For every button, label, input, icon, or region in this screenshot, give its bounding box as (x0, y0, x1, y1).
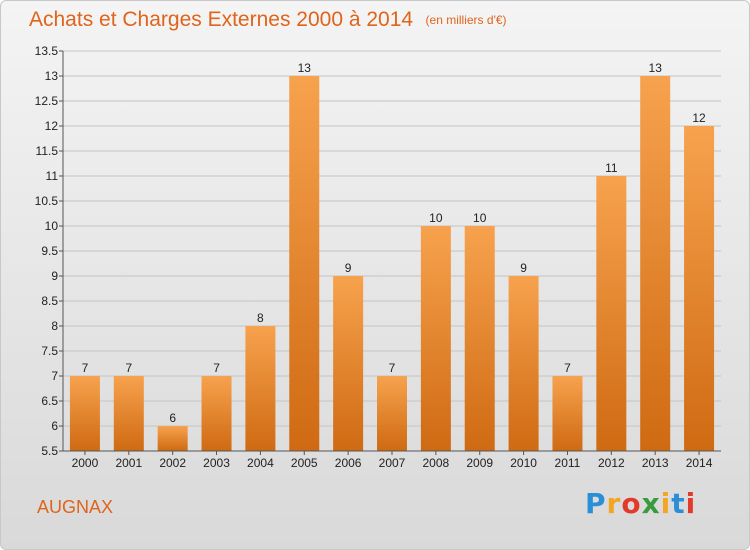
chart-title-text: Achats et Charges Externes 2000 à 2014 (29, 8, 414, 31)
y-tick-label: 7 (51, 369, 58, 383)
value-label-2011: 7 (564, 361, 571, 375)
x-tick-label-2001: 2001 (115, 456, 142, 470)
x-tick-label-2008: 2008 (423, 456, 450, 470)
x-tick-label-2012: 2012 (598, 456, 625, 470)
x-tick-label-2003: 2003 (203, 456, 230, 470)
value-label-2005: 13 (298, 61, 312, 75)
axes (59, 50, 721, 455)
bar-2006 (333, 276, 364, 451)
logo-letter: x (641, 487, 661, 520)
value-label-2004: 8 (257, 311, 264, 325)
logo-letter: i (685, 487, 697, 520)
bar-2007 (377, 376, 407, 451)
value-label-2007: 7 (389, 361, 396, 375)
value-label-2010: 9 (520, 261, 527, 275)
y-tick-label: 10.5 (35, 194, 59, 208)
logo-letter: P (585, 487, 607, 520)
bar-2000 (69, 376, 100, 451)
y-tick-label: 9 (51, 269, 58, 283)
bar-2010 (508, 276, 539, 451)
x-tick-label-2010: 2010 (510, 456, 537, 470)
value-label-2014: 12 (692, 111, 706, 125)
bar-2014 (684, 126, 715, 451)
y-tick-label: 9.5 (41, 244, 58, 258)
value-label-2003: 7 (213, 361, 220, 375)
bar-2003 (201, 376, 232, 451)
y-tick-label: 6 (51, 419, 58, 433)
y-tick-label: 11 (46, 169, 59, 183)
y-tick-label: 7.5 (41, 344, 58, 358)
proxiti-logo: Proxiti (585, 487, 696, 520)
bar-2002 (157, 426, 188, 451)
bar-2011 (552, 376, 583, 451)
bar-2012 (596, 176, 627, 451)
x-tick-label-2014: 2014 (686, 456, 713, 470)
x-tick-label-2000: 2000 (72, 456, 99, 470)
value-label-2008: 10 (429, 211, 443, 225)
x-tick-label-2005: 2005 (291, 456, 318, 470)
bar-2013 (640, 76, 671, 451)
value-label-2001: 7 (125, 361, 132, 375)
logo-letter: t (671, 487, 686, 520)
y-tick-label: 12.5 (35, 94, 59, 108)
commune-name: AUGNAX (37, 497, 114, 517)
x-tick-label-2002: 2002 (159, 456, 186, 470)
y-tick-label: 11.5 (36, 144, 59, 158)
value-label-2012: 11 (605, 161, 618, 175)
y-tick-label: 13 (45, 69, 59, 83)
bar-2005 (289, 76, 320, 451)
bar-2001 (113, 376, 144, 451)
logo-letter: r (606, 487, 622, 520)
bar-2004 (245, 326, 276, 451)
value-label-2013: 13 (649, 61, 663, 75)
value-label-2009: 10 (473, 211, 487, 225)
logo-letter: i (660, 487, 672, 520)
y-tick-label: 10 (45, 219, 59, 233)
chart-unit-label: (en milliers d'€) (425, 13, 507, 27)
y-tick-label: 8.5 (41, 294, 58, 308)
labels: 5.5 6 6.5 7 7.5 8 8.5 9 9.5 10 10.5 11 11.5 12 12.5 13 1… (35, 44, 713, 470)
value-label-2006: 9 (345, 261, 352, 275)
x-tick-label-2013: 2013 (642, 456, 669, 470)
y-tick-label: 13.5 (35, 44, 59, 58)
chart-title: Achats et Charges Externes 2000 à 2014 (… (29, 8, 507, 32)
bars (69, 76, 715, 451)
bar-2008 (420, 226, 451, 451)
y-tick-label: 8 (51, 319, 58, 333)
y-tick-label: 6.5 (41, 394, 58, 408)
x-tick-label-2007: 2007 (379, 456, 406, 470)
logo-letter: o (621, 487, 642, 520)
x-tick-label-2006: 2006 (335, 456, 362, 470)
value-label-2002: 6 (169, 411, 176, 425)
x-tick-label-2009: 2009 (466, 456, 493, 470)
y-tick-label: 5.5 (41, 444, 58, 458)
bar-2009 (464, 226, 495, 451)
y-tick-label: 12 (45, 119, 59, 133)
x-tick-label-2011: 2011 (555, 456, 581, 470)
x-tick-label-2004: 2004 (247, 456, 274, 470)
value-label-2000: 7 (82, 361, 89, 375)
